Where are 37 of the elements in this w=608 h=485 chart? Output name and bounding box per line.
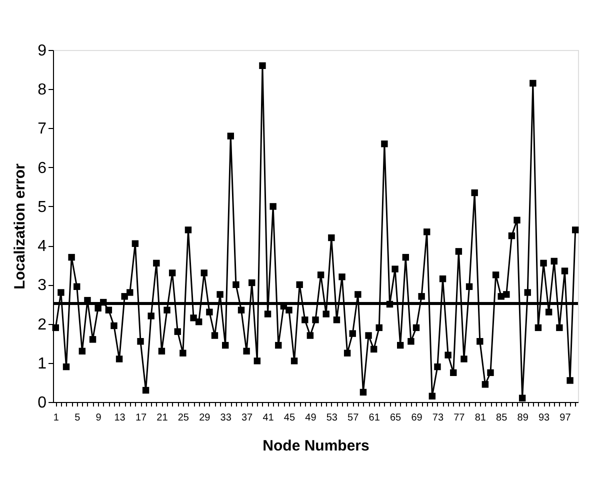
x-tick-label: 5 [74, 412, 81, 424]
x-tick-label: 13 [114, 412, 126, 424]
x-tick-label: 65 [390, 412, 402, 424]
y-tick-label: 4 [38, 238, 47, 256]
x-tick-label: 29 [199, 412, 211, 424]
x-tick-label: 49 [305, 412, 317, 424]
y-tick-label: 1 [38, 355, 47, 372]
y-tick-label: 2 [38, 316, 47, 334]
x-tick-label: 25 [178, 412, 190, 424]
x-tick-label: 97 [560, 412, 572, 424]
x-tick-label: 85 [496, 412, 508, 424]
x-tick-label: 93 [538, 412, 550, 424]
x-tick-label: 89 [517, 412, 529, 424]
x-tick-label: 41 [262, 412, 274, 424]
y-tick-label: 8 [38, 82, 47, 99]
x-tick-label: 61 [368, 412, 380, 424]
y-tick-label: 0 [38, 394, 47, 412]
y-tick-label: 9 [38, 42, 47, 60]
y-tick-label: 3 [38, 277, 47, 294]
x-tick-label: 33 [220, 412, 232, 424]
x-tick-label: 81 [474, 412, 486, 424]
x-tick-label: 45 [284, 412, 296, 424]
x-axis-title: Node Numbers [262, 438, 370, 454]
x-tick-label: 69 [411, 412, 423, 424]
y-tick-label: 6 [38, 160, 47, 177]
x-tick-label: 1 [53, 412, 60, 424]
x-tick-label: 53 [326, 412, 338, 424]
y-axis-title: Localization error [12, 163, 29, 290]
x-tick-label: 57 [348, 412, 360, 424]
x-tick-label: 37 [242, 412, 254, 424]
y-tick-label: 5 [38, 198, 47, 216]
x-tick-label: 9 [96, 412, 102, 424]
x-tick-label: 17 [135, 412, 147, 424]
x-tick-label: 73 [432, 412, 444, 424]
x-tick-label: 77 [454, 412, 466, 424]
x-tick-label: 21 [156, 412, 168, 424]
y-tick-label: 7 [38, 120, 47, 138]
